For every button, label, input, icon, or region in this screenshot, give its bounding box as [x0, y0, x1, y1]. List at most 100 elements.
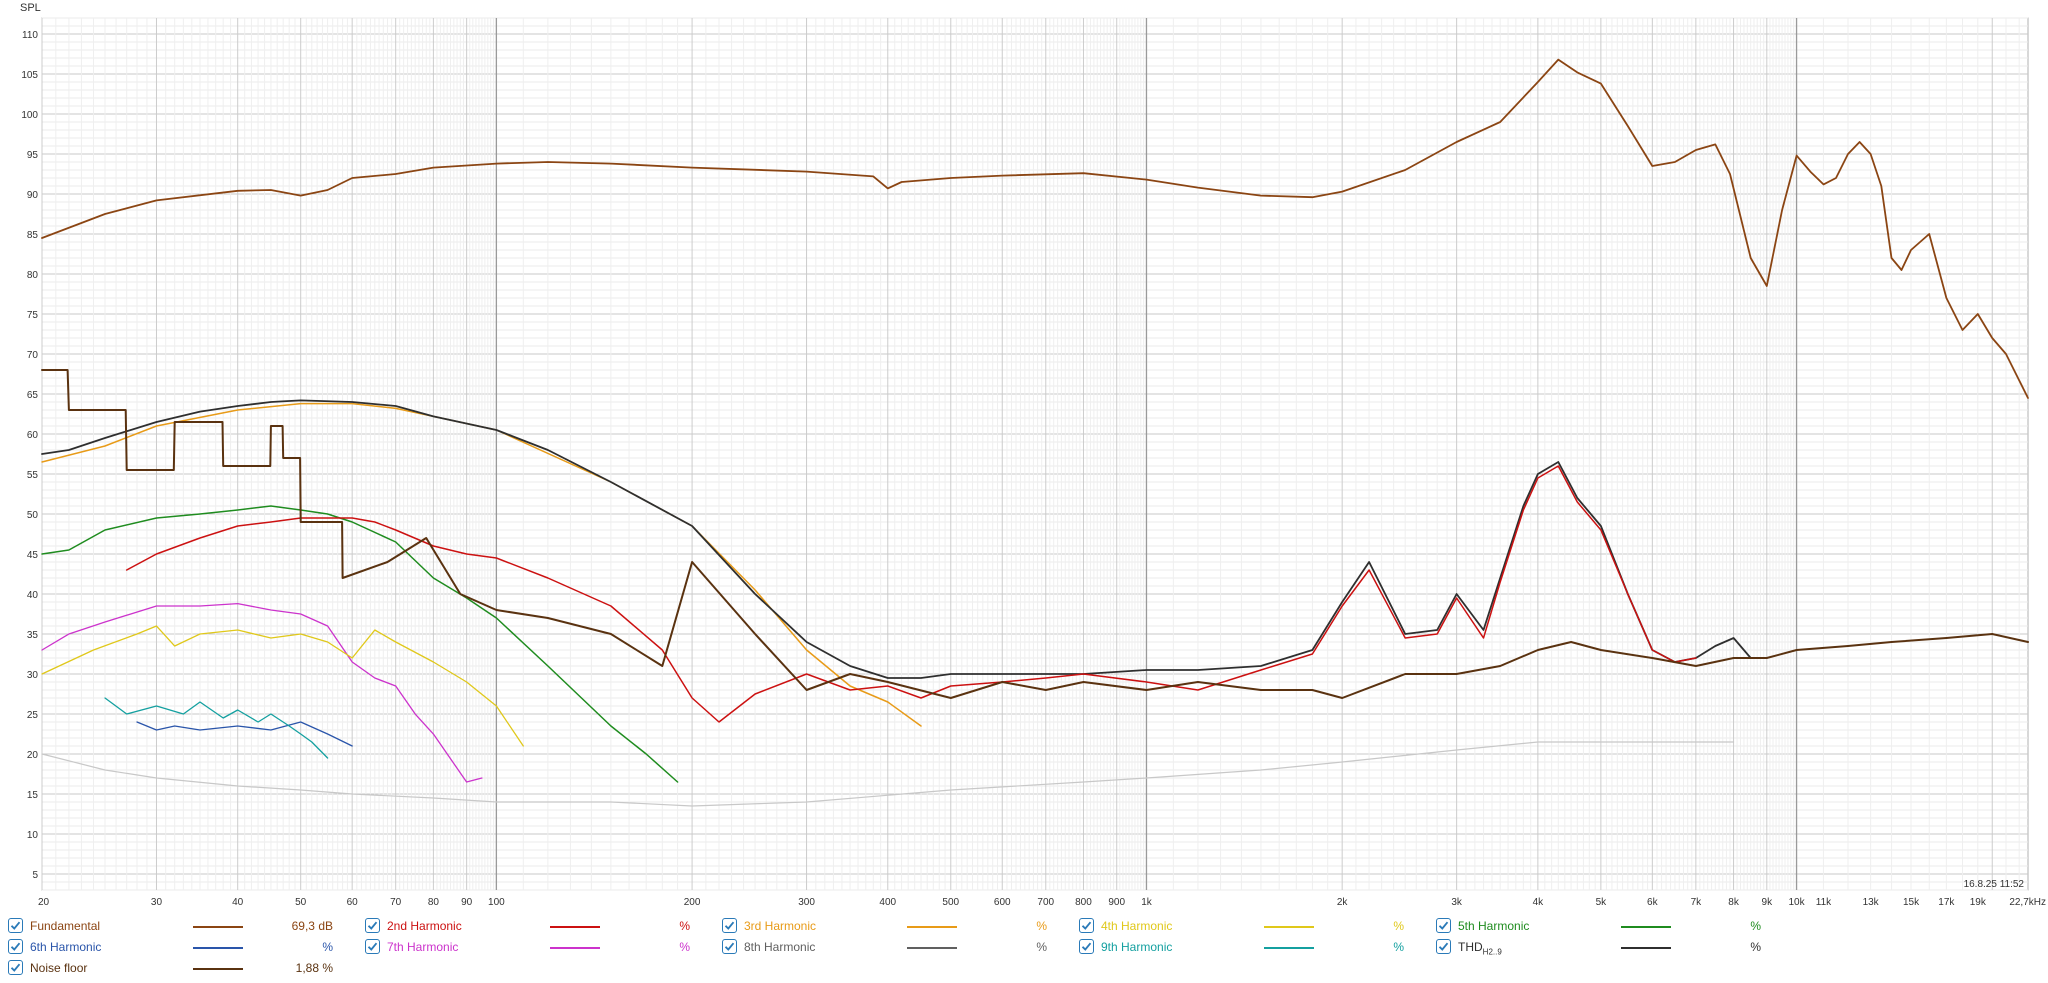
y-tick-label: 35	[27, 630, 39, 641]
x-tick-label: 11k	[1816, 897, 1832, 908]
legend-item: 6th Harmonic%	[8, 937, 358, 957]
x-tick-label: 10k	[1788, 897, 1805, 908]
legend-swatch	[907, 947, 957, 949]
x-tick-label: 600	[994, 897, 1011, 908]
legend-swatch	[193, 968, 243, 970]
legend-label: Noise floor	[30, 961, 87, 975]
x-tick-label: 17k	[1938, 897, 1955, 908]
series-line-h6	[136, 721, 353, 747]
x-tick-label: 19k	[1970, 897, 1987, 908]
legend-label-text: THD	[1458, 940, 1483, 954]
legend-label: 7th Harmonic	[387, 940, 458, 954]
legend-label: THDH2..9	[1458, 940, 1502, 956]
y-tick-label: 25	[27, 710, 39, 721]
x-tick-label: 80	[428, 897, 440, 908]
legend-item: 8th Harmonic%	[722, 937, 1072, 957]
legend-label-subscript: H2..9	[1482, 947, 1502, 957]
legend-item: Fundamental 69,3 dB	[8, 916, 358, 936]
legend-checkbox[interactable]	[1436, 918, 1451, 933]
legend-label-text: 8th Harmonic	[744, 940, 816, 954]
y-tick-label: 55	[27, 470, 39, 481]
legend-label-text: 3rd Harmonic	[744, 919, 817, 933]
legend-value: 69,3 dB	[291, 919, 333, 933]
y-tick-label: 45	[27, 550, 39, 561]
legend-value: %	[1393, 919, 1404, 933]
y-tick-label: 85	[27, 230, 39, 241]
legend-checkbox[interactable]	[8, 939, 23, 954]
legend-checkbox[interactable]	[722, 918, 737, 933]
plot-frame	[41, 17, 2029, 891]
series-line-h9	[104, 697, 329, 759]
legend-label-text: 9th Harmonic	[1101, 940, 1173, 954]
legend-checkbox[interactable]	[1079, 918, 1094, 933]
plot-lines	[41, 58, 2029, 807]
x-tick-label: 70	[390, 897, 402, 908]
y-tick-label: 95	[27, 150, 39, 161]
x-tick-label: 8k	[1728, 897, 1740, 908]
y-tick-label: 75	[27, 310, 39, 321]
x-tick-label: 50	[295, 897, 307, 908]
legend-label: 4th Harmonic	[1101, 919, 1172, 933]
legend-checkbox[interactable]	[365, 939, 380, 954]
legend-value: %	[1036, 919, 1047, 933]
y-tick-label: 15	[27, 790, 39, 801]
x-tick-label: 100	[488, 897, 505, 908]
x-tick-label: 30	[151, 897, 163, 908]
legend-label-text: Noise floor	[30, 961, 88, 975]
x-tick-label: 2k	[1337, 897, 1349, 908]
legend-item: 3rd Harmonic%	[722, 916, 1072, 936]
series-line-h2	[125, 465, 1697, 723]
legend-swatch	[1621, 947, 1671, 949]
y-tick-label: 110	[22, 30, 38, 41]
legend-value: %	[679, 940, 690, 954]
legend-swatch	[193, 926, 243, 928]
legend-value: %	[679, 919, 690, 933]
legend-label: 5th Harmonic	[1458, 919, 1529, 933]
legend-checkbox[interactable]	[8, 960, 23, 975]
legend-value: %	[1393, 940, 1404, 954]
grid	[41, 17, 2029, 891]
legend-checkbox[interactable]	[1079, 939, 1094, 954]
legend-item: 5th Harmonic%	[1436, 916, 1786, 936]
legend-checkbox[interactable]	[722, 939, 737, 954]
y-axis-label: SPL	[20, 2, 41, 14]
legend-swatch	[1264, 926, 1314, 928]
legend-item: 4th Harmonic%	[1079, 916, 1429, 936]
legend-checkbox[interactable]	[8, 918, 23, 933]
legend-label-text: 7th Harmonic	[387, 940, 459, 954]
x-tick-label: 400	[879, 897, 896, 908]
legend-value: 1,88 %	[295, 961, 333, 975]
x-tick-label: 22,7kHz	[2009, 897, 2046, 908]
legend-label-text: 4th Harmonic	[1101, 919, 1173, 933]
legend-label: 3rd Harmonic	[744, 919, 816, 933]
legend-label: 8th Harmonic	[744, 940, 815, 954]
y-tick-label: 10	[27, 830, 39, 841]
x-tick-label: 800	[1075, 897, 1092, 908]
legend-swatch	[1264, 947, 1314, 949]
chart-area[interactable]: 5 10 15 20 25 30 35 40 45 50 55 60 65 70 75 80 85 90 95 100…	[0, 0, 2048, 914]
y-tick-label: 60	[27, 430, 39, 441]
legend-label: 6th Harmonic	[30, 940, 101, 954]
y-tick-label: 105	[21, 70, 38, 81]
y-tick-label: 80	[27, 270, 39, 281]
legend-item: Noise floor 1,88 %	[8, 958, 358, 978]
x-tick-label: 7k	[1691, 897, 1703, 908]
series-line-gray	[41, 741, 1735, 807]
x-tick-label: 20	[38, 897, 50, 908]
series-line-thd	[41, 399, 1752, 679]
y-tick-label: 90	[27, 190, 39, 201]
x-tick-label: 4k	[1533, 897, 1545, 908]
x-tick-label: 15k	[1903, 897, 1920, 908]
legend-checkbox[interactable]	[365, 918, 380, 933]
legend-value: %	[322, 940, 333, 954]
x-tick-label: 6k	[1647, 897, 1659, 908]
y-axis: 5 10 15 20 25 30 35 40 45 50 55 60 65 70 75 80 85 90 95 100…	[21, 30, 38, 881]
x-tick-label: 13k	[1863, 897, 1880, 908]
timestamp: 16.8.25 11:52	[1964, 879, 2025, 890]
y-tick-label: 20	[27, 750, 39, 761]
y-tick-label: 50	[27, 510, 39, 521]
legend-item: 9th Harmonic%	[1079, 937, 1429, 957]
legend-value: %	[1036, 940, 1047, 954]
legend-checkbox[interactable]	[1436, 939, 1451, 954]
legend-label: Fundamental	[30, 919, 100, 933]
